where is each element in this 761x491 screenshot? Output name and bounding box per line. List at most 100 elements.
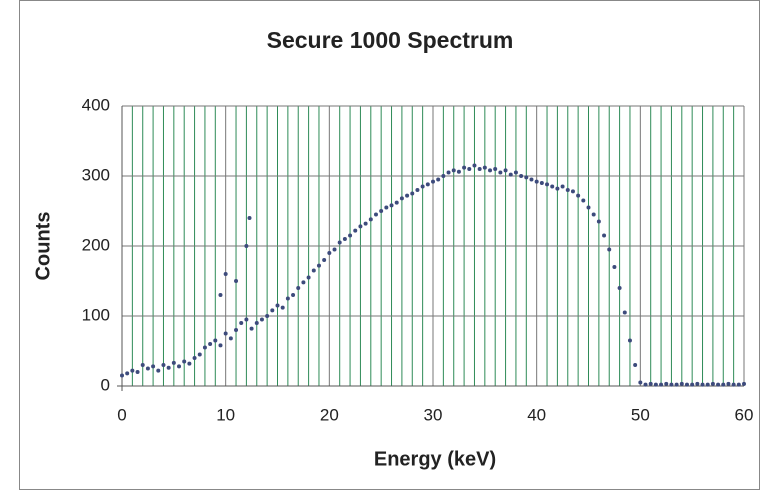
point [213, 338, 218, 343]
point [368, 217, 373, 222]
point [177, 364, 182, 369]
point [674, 382, 679, 387]
point [472, 163, 477, 168]
chart-border [19, 0, 760, 490]
point [280, 305, 285, 310]
x-tick-label: 0 [117, 405, 126, 424]
point [166, 365, 171, 370]
point [664, 381, 669, 386]
point [700, 382, 705, 387]
point [275, 303, 280, 308]
x-axis-label: Energy (keV) [374, 448, 496, 470]
point [513, 170, 518, 175]
point [602, 233, 607, 238]
point [327, 251, 332, 255]
point [249, 326, 254, 331]
point [488, 168, 493, 173]
point [560, 184, 565, 189]
point [415, 188, 420, 192]
point [617, 286, 622, 290]
point [446, 170, 451, 175]
point [607, 247, 612, 252]
point [736, 382, 741, 387]
point [384, 205, 389, 210]
point [259, 317, 264, 322]
point [202, 345, 207, 350]
point [576, 193, 581, 198]
point [254, 321, 259, 325]
y-tick-label: 300 [82, 165, 110, 184]
point [425, 182, 430, 187]
point [410, 191, 415, 196]
point [534, 179, 539, 184]
point [638, 380, 643, 385]
point [710, 381, 715, 386]
point [596, 219, 601, 224]
point [234, 279, 239, 283]
point [218, 293, 223, 297]
point [529, 177, 534, 182]
point [322, 258, 327, 262]
point [342, 237, 347, 241]
point [337, 240, 342, 245]
point [643, 382, 648, 387]
point [539, 181, 544, 185]
point [705, 382, 710, 387]
point [550, 184, 555, 189]
point [622, 310, 627, 315]
point [285, 296, 290, 301]
point [120, 373, 124, 378]
point [125, 371, 130, 376]
point [612, 265, 617, 269]
point [441, 174, 446, 178]
point [291, 293, 296, 297]
point [130, 368, 135, 373]
point [684, 382, 689, 387]
point [555, 186, 560, 191]
point [436, 177, 441, 182]
point [161, 363, 166, 367]
point [519, 174, 524, 178]
point [270, 308, 275, 313]
point [223, 272, 228, 276]
point [679, 381, 684, 386]
point [503, 168, 508, 173]
point [265, 314, 270, 318]
point [239, 321, 244, 325]
x-tick-label: 20 [320, 405, 339, 424]
point [493, 167, 498, 171]
point [140, 363, 145, 367]
point [399, 196, 404, 201]
x-tick-label: 40 [527, 405, 546, 424]
point [244, 317, 249, 322]
point [451, 168, 456, 173]
point [565, 188, 570, 192]
point [234, 328, 239, 332]
x-tick-label: 50 [631, 405, 650, 424]
point [545, 182, 550, 187]
point [187, 361, 192, 366]
point [171, 360, 176, 365]
point [653, 382, 658, 387]
point [151, 364, 156, 369]
point [482, 165, 487, 170]
point [581, 198, 586, 203]
point [244, 244, 249, 248]
point [477, 167, 482, 171]
point [498, 170, 503, 175]
chart-title: Secure 1000 Spectrum [267, 27, 514, 53]
point [363, 221, 368, 226]
point [456, 169, 461, 174]
y-tick-label: 200 [82, 235, 110, 254]
x-tick-label: 10 [216, 405, 235, 424]
point [353, 228, 358, 233]
point [721, 382, 726, 387]
y-axis-label: Counts [32, 212, 54, 281]
point [156, 368, 161, 373]
point [669, 382, 674, 387]
point [586, 205, 591, 210]
point [695, 381, 700, 386]
point [306, 275, 311, 280]
point [373, 212, 378, 217]
point [218, 343, 223, 348]
